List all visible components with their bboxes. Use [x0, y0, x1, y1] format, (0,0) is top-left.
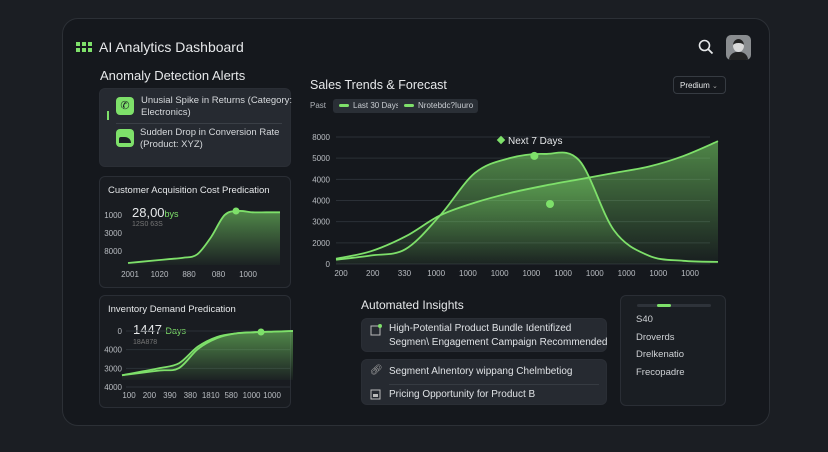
x-tick-label: 1000 [618, 269, 636, 278]
x-tick-label: 1000 [681, 269, 699, 278]
y-tick-label: 0 [326, 260, 331, 269]
legend-last-30-days[interactable]: Last 30 Days [333, 99, 405, 113]
side-item: Drelkenatio [636, 349, 685, 360]
cac-line [127, 210, 280, 264]
forecast-area [336, 152, 718, 264]
x-tick-label: 1000 [649, 269, 667, 278]
cac-subvalue: 12S0 63S [132, 221, 163, 228]
chevron-down-icon: ⌄ [712, 83, 718, 90]
x-tick-label: 1000 [239, 270, 257, 279]
insight-item[interactable]: Segment Alnentory wippang Chelmbetiog [389, 366, 573, 377]
side-item: S40 [636, 314, 653, 325]
insights-title: Automated Insights [361, 298, 464, 312]
y-tick-label: 3000 [104, 364, 122, 373]
x-tick-label: 1000 [459, 269, 477, 278]
y-tick-label: 2000 [312, 239, 330, 248]
forecast-line [335, 151, 719, 263]
x-tick-label: 100 [122, 391, 136, 400]
legend-forecast[interactable]: Nrotebdc?Iuuro [398, 99, 479, 113]
x-tick-label: 580 [224, 391, 238, 400]
y-tick-label: 3000 [312, 218, 330, 227]
side-item: Frecopadre [636, 367, 685, 378]
image-alert-icon [116, 129, 134, 147]
inventory-subvalue: 18A878 [133, 339, 158, 346]
trend-point [546, 200, 554, 208]
y-tick-label: 8000 [312, 133, 330, 142]
x-tick-label: 200 [143, 391, 157, 400]
x-tick-label: 390 [163, 391, 177, 400]
progress-track [637, 304, 711, 307]
link-icon: 🔗︎ [370, 365, 383, 376]
x-tick-label: 1000 [554, 269, 572, 278]
document-alert-icon [370, 324, 382, 336]
y-tick-label: 4000 [312, 175, 330, 184]
forecast-peak-point [530, 151, 539, 160]
anomaly-alerts-card: ✆ Unusial Spike in Returns (Category: Ele… [99, 88, 293, 167]
inventory-area [122, 331, 293, 380]
x-tick-label: 1000 [522, 269, 540, 278]
y-tick-label: 8000 [104, 247, 122, 256]
phone-icon: ✆ [116, 97, 134, 115]
search-icon[interactable] [698, 39, 714, 55]
x-tick-label: 1000 [427, 269, 445, 278]
user-avatar[interactable] [726, 35, 751, 60]
x-tick-label: 080 [212, 270, 226, 279]
cac-point [232, 207, 240, 215]
side-card: S40 Droverds Drelkenatio Frecopadre [620, 295, 726, 406]
inventory-line [121, 330, 294, 377]
inventory-point [257, 328, 265, 336]
x-tick-label: 2001 [121, 270, 139, 279]
period-dropdown[interactable]: Predium ⌄ [673, 76, 726, 94]
cac-value: 28,00bys [132, 205, 179, 220]
x-tick-label: 330 [398, 269, 412, 278]
receipt-icon [370, 389, 381, 400]
legend-prefix: Past [310, 101, 327, 110]
insight-item[interactable]: Segmen\ Engagement Campaign Recommended [389, 337, 608, 348]
x-tick-label: 880 [182, 270, 196, 279]
x-tick-label: 1810 [202, 391, 220, 400]
x-tick-label: 1000 [491, 269, 509, 278]
alert-item[interactable]: Unusial Spike in Returns (Category: Elect… [141, 95, 293, 118]
anomaly-title: Anomaly Detection Alerts [100, 68, 246, 83]
x-tick-label: 200 [334, 269, 348, 278]
y-tick-label: 0 [118, 327, 123, 336]
alert-item[interactable]: Sudden Drop in Conversion Rate (Product: … [140, 127, 280, 150]
x-tick-label: 200 [366, 269, 380, 278]
annotation-label: Next 7 Days [508, 136, 562, 147]
cac-area [128, 210, 280, 265]
y-tick-label: 4000 [312, 197, 330, 206]
x-tick-label: 1000 [586, 269, 604, 278]
cac-title: Customer Acquisition Cost Predication [108, 185, 270, 196]
x-tick-label: 1000 [263, 391, 281, 400]
y-tick-label: 5000 [312, 154, 330, 163]
annotation-marker [496, 135, 506, 145]
insights-group-1: High-Potential Product Bundle Identifize… [361, 318, 607, 352]
x-tick-label: 1000 [243, 391, 261, 400]
x-tick-label: 1020 [151, 270, 169, 279]
sales-title: Sales Trends & Forecast [310, 78, 447, 92]
x-tick-label: 380 [184, 391, 198, 400]
grid-menu-icon[interactable] [76, 42, 92, 52]
y-tick-label: 1000 [104, 211, 122, 220]
side-item: Droverds [636, 332, 675, 343]
insight-item[interactable]: High-Potential Product Bundle Identifize… [389, 323, 572, 334]
y-tick-label: 3000 [104, 229, 122, 238]
y-tick-label: 4000 [104, 346, 122, 355]
app-title: AI Analytics Dashboard [99, 39, 244, 55]
insight-item[interactable]: Pricing Opportunity for Product B [389, 389, 536, 400]
y-tick-label: 4000 [104, 383, 122, 392]
insights-group-2: 🔗︎ Segment Alnentory wippang Chelmbetiog… [361, 359, 607, 405]
inventory-title: Inventory Demand Predication [108, 304, 236, 315]
